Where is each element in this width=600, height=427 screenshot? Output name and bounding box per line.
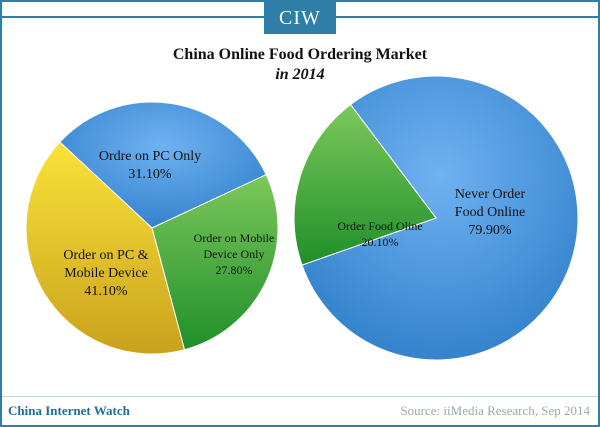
chart-subtitle: in 2014 — [275, 66, 325, 83]
pie-charts: Ordre on PC Only 31.10% Order on Mobile Dev… — [25, 75, 579, 361]
pie-right-slice-1-label: Never Order Food Online 79.90% — [455, 187, 526, 238]
pie-left-slice-1-label: Ordre on PC Only 31.10% — [99, 149, 201, 182]
pie-left-slice-3-label: Order on PC & Mobile Device 41.10% — [63, 248, 148, 299]
pie-chart-left: Ordre on PC Only 31.10% Order on Mobile Dev… — [25, 101, 279, 355]
chart-title: China Online Food Ordering Market — [172, 46, 428, 63]
ciw-logo-badge: CIW — [264, 2, 336, 34]
pie-right-slice-2 — [293, 103, 437, 266]
pie-left-slice-1 — [59, 101, 267, 229]
pie-left-slice-3 — [25, 141, 186, 355]
pie-right-slice-1 — [301, 75, 579, 361]
pie-right-slice-2-label: Order Food Oline 20.10% — [337, 219, 422, 249]
pie-chart-right: Never Order Food Online 79.90% Order Food O… — [293, 75, 579, 361]
source-note: Source: iiMedia Research, Sep 2014 — [400, 403, 590, 418]
brand-credit: China Internet Watch — [8, 403, 130, 418]
pie-left-slice-2-label: Order on Mobile Device Only 27.80% — [194, 231, 275, 277]
pie-left-slice-2 — [151, 174, 279, 351]
footer-rule — [2, 396, 598, 397]
